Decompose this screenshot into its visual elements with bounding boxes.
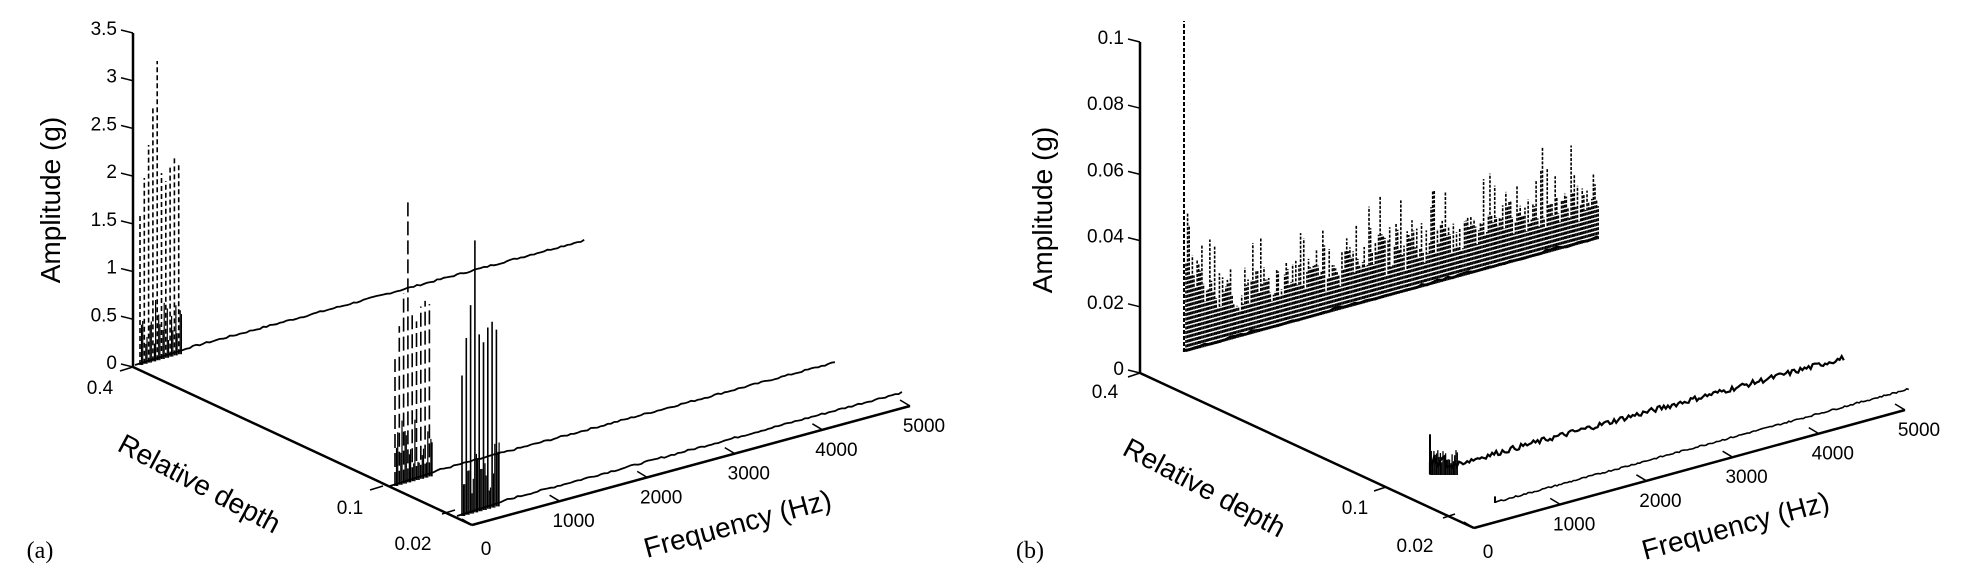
- amplitude-tick: [1127, 170, 1141, 176]
- panel-b-spectra: [1182, 21, 1910, 504]
- panel-a-depth-axis: [132, 365, 473, 527]
- spectrum-trace: [1494, 387, 1910, 504]
- amplitude-tick: [120, 315, 134, 321]
- amplitude-tick-label: 2: [106, 162, 117, 183]
- panel-b-amplitude-title: Amplitude (g): [1027, 127, 1058, 294]
- frequency-tick-label: 0: [1483, 542, 1494, 563]
- panel-a-depth-title: Relative depth: [113, 428, 286, 539]
- amplitude-tick: [120, 220, 134, 225]
- spectrum-tail: [456, 391, 903, 517]
- amplitude-tick-label: 0.1: [1098, 28, 1124, 49]
- amplitude-tick: [1127, 236, 1141, 242]
- panel-a-spectra: [134, 61, 903, 517]
- frequency-tick: [1636, 474, 1647, 482]
- spectrum-baseline: [1182, 235, 1599, 352]
- frequency-tick: [1894, 403, 1906, 411]
- amplitude-tick: [120, 29, 134, 34]
- panel-a-amplitude-title: Amplitude (g): [35, 117, 66, 284]
- frequency-tick-label: 2000: [1639, 491, 1681, 512]
- amplitude-tick: [120, 172, 134, 177]
- panel-b-label: (b): [1016, 538, 1044, 564]
- frequency-tick-label: 3000: [1725, 467, 1767, 488]
- amplitude-tick: [1127, 369, 1141, 374]
- frequency-tick: [549, 494, 560, 502]
- panel-a-amplitude-ticks: 0 0.5 1 1.5 2 2.5 3 3.5: [91, 19, 134, 374]
- amplitude-tick-label: 1.5: [91, 210, 117, 231]
- panel-b-frequency-ticks: 0 1000 2000 3000 4000 5000: [1463, 403, 1940, 563]
- amplitude-tick: [120, 76, 134, 82]
- panel-a-depth-tick-label: 0.02: [395, 534, 432, 555]
- amplitude-tick-label: 2.5: [91, 114, 117, 135]
- panel-b-depth-axis: [1139, 371, 1475, 530]
- amplitude-tick: [1127, 38, 1141, 43]
- panel-b-depth-tick: [1127, 372, 1141, 378]
- frequency-tick: [1549, 497, 1561, 506]
- frequency-tick: [1808, 426, 1820, 435]
- amplitude-tick: [120, 267, 134, 273]
- frequency-tick-label: 4000: [1812, 444, 1854, 465]
- spectrum-tail: [134, 239, 585, 366]
- panel-b-depth-tick: [1442, 513, 1456, 519]
- frequency-tick: [461, 518, 473, 526]
- panel-b-amplitude-ticks: 0 0.02 0.04 0.06 0.08 0.1: [1087, 28, 1141, 380]
- spectrum-trace: [1428, 353, 1845, 474]
- frequency-tick-label: 3000: [728, 464, 770, 485]
- amplitude-tick-label: 0.04: [1087, 227, 1124, 248]
- panel-a-depth-tick-label: 0.1: [337, 498, 363, 519]
- amplitude-tick: [120, 124, 134, 130]
- panel-a-depth-tick: [369, 485, 384, 491]
- frequency-tick: [899, 399, 911, 407]
- panel-b-depth-title: Relative depth: [1118, 432, 1291, 543]
- amplitude-tick-label: 0: [106, 353, 117, 374]
- panel-a-depth-tick: [119, 366, 134, 372]
- panel-b-frequency-axis: [1473, 408, 1906, 530]
- amplitude-tick-label: 0.02: [1087, 293, 1124, 314]
- amplitude-tick-label: 0: [1113, 359, 1124, 380]
- frequency-tick-label: 0: [481, 539, 492, 560]
- frequency-tick: [1463, 521, 1475, 529]
- frequency-tick: [724, 446, 736, 455]
- amplitude-tick-label: 0.5: [91, 305, 117, 326]
- amplitude-tick-label: 3: [106, 67, 117, 88]
- panel-a-depth-tick: [441, 509, 456, 515]
- panel-b-depth-tick-label: 0.02: [1397, 536, 1434, 557]
- frequency-tick-label: 5000: [1898, 420, 1940, 441]
- frequency-tick-label: 1000: [1553, 514, 1595, 535]
- amplitude-tick-label: 0.06: [1087, 160, 1124, 181]
- panel-a-frequency-ticks: 0 1000 2000 3000 4000 5000: [461, 399, 945, 560]
- amplitude-tick: [1127, 303, 1141, 308]
- frequency-tick-label: 5000: [903, 416, 945, 437]
- panel-b-depth-tick: [1373, 486, 1387, 492]
- frequency-tick: [1722, 450, 1733, 458]
- panel-a-frequency-axis: [471, 404, 911, 527]
- amplitude-tick: [1127, 104, 1141, 109]
- panel-b-depth-tick-label: 0.1: [1342, 498, 1368, 519]
- panel-b: 0 0.02 0.04 0.06 0.08 0.1 Amplitude (g) 0.4 0…: [1016, 21, 1940, 566]
- frequency-tick-label: 1000: [552, 511, 594, 532]
- amplitude-tick: [120, 363, 134, 368]
- amplitude-tick-label: 3.5: [91, 19, 117, 40]
- panel-a: 0 0.5 1 1.5 2 2.5 3 3.5 Amplitude (g) 0.4 0.1 0…: [27, 19, 945, 564]
- panel-a-label: (a): [27, 538, 54, 564]
- frequency-tick: [636, 470, 648, 479]
- frequency-tick-label: 4000: [815, 440, 857, 461]
- amplitude-tick-label: 1: [106, 258, 117, 279]
- frequency-tick-label: 2000: [640, 487, 682, 508]
- panel-b-depth-tick-label: 0.4: [1092, 382, 1119, 403]
- frequency-tick: [812, 423, 823, 431]
- panel-a-depth-tick-label: 0.4: [87, 378, 114, 399]
- amplitude-tick-label: 0.08: [1087, 94, 1124, 115]
